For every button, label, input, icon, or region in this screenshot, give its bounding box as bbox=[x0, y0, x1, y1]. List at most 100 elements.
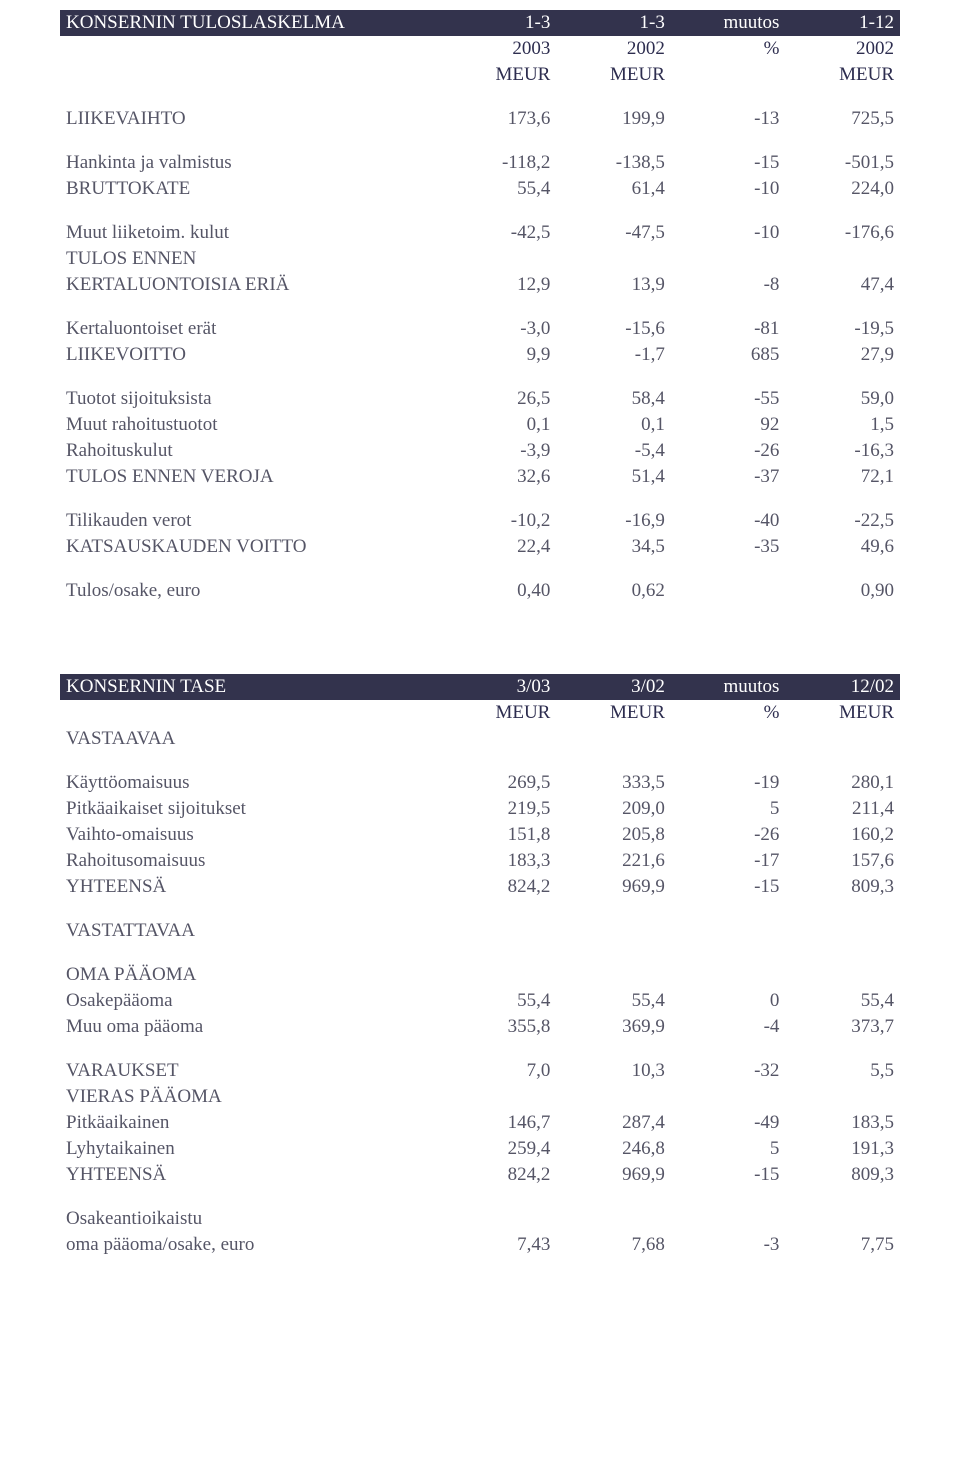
col-year: 2002 bbox=[785, 36, 900, 62]
row-label: YHTEENSÄ bbox=[60, 874, 442, 900]
table-row: TULOS ENNEN bbox=[60, 246, 900, 272]
row-value: 969,9 bbox=[556, 874, 671, 900]
row-value: -3,0 bbox=[442, 316, 557, 342]
row-value: 809,3 bbox=[785, 1162, 900, 1188]
row-value: -81 bbox=[671, 316, 786, 342]
row-value: 61,4 bbox=[556, 176, 671, 202]
row-value: -19,5 bbox=[785, 316, 900, 342]
section-heading: OMA PÄÄOMA bbox=[60, 962, 442, 988]
row-value: -15 bbox=[671, 1162, 786, 1188]
row-label: KERTALUONTOISIA ERIÄ bbox=[60, 272, 442, 298]
row-value: -16,9 bbox=[556, 508, 671, 534]
col-unit: MEUR bbox=[785, 700, 900, 726]
row-value: 22,4 bbox=[442, 534, 557, 560]
row-value: -16,3 bbox=[785, 438, 900, 464]
row-value: -3,9 bbox=[442, 438, 557, 464]
row-value: -10,2 bbox=[442, 508, 557, 534]
row-value: 809,3 bbox=[785, 874, 900, 900]
row-value: 58,4 bbox=[556, 386, 671, 412]
row-value: 219,5 bbox=[442, 796, 557, 822]
table-title: KONSERNIN TULOSLASKELMA bbox=[60, 10, 442, 36]
table-row: Hankinta ja valmistus -118,2 -138,5 -15 … bbox=[60, 150, 900, 176]
row-value: -42,5 bbox=[442, 220, 557, 246]
table-row: KATSAUSKAUDEN VOITTO 22,4 34,5 -35 49,6 bbox=[60, 534, 900, 560]
row-value: -26 bbox=[671, 822, 786, 848]
balance-sheet-table: KONSERNIN TASE 3/03 3/02 muutos 12/02 ME… bbox=[60, 674, 900, 1258]
row-label: Muut rahoitustuotot bbox=[60, 412, 442, 438]
row-value: -501,5 bbox=[785, 150, 900, 176]
row-value: 32,6 bbox=[442, 464, 557, 490]
row-value: 7,75 bbox=[785, 1232, 900, 1258]
row-label: Käyttöomaisuus bbox=[60, 770, 442, 796]
row-value: -32 bbox=[671, 1058, 786, 1084]
row-value: -35 bbox=[671, 534, 786, 560]
row-value: -10 bbox=[671, 176, 786, 202]
row-label: Osakepääoma bbox=[60, 988, 442, 1014]
row-value: -15,6 bbox=[556, 316, 671, 342]
section-heading-row: VASTATTAVAA bbox=[60, 918, 900, 944]
row-value: -26 bbox=[671, 438, 786, 464]
row-value: 191,3 bbox=[785, 1136, 900, 1162]
row-value: 373,7 bbox=[785, 1014, 900, 1040]
row-value: 59,0 bbox=[785, 386, 900, 412]
col-unit: MEUR bbox=[442, 62, 557, 88]
table-header-row: KONSERNIN TULOSLASKELMA 1-3 1-3 muutos 1… bbox=[60, 10, 900, 36]
row-value: -13 bbox=[671, 106, 786, 132]
row-value: -37 bbox=[671, 464, 786, 490]
row-value: 969,9 bbox=[556, 1162, 671, 1188]
row-label: Hankinta ja valmistus bbox=[60, 150, 442, 176]
row-value: -47,5 bbox=[556, 220, 671, 246]
row-value: 369,9 bbox=[556, 1014, 671, 1040]
row-label: Lyhytaikainen bbox=[60, 1136, 442, 1162]
row-value: 160,2 bbox=[785, 822, 900, 848]
row-value: -22,5 bbox=[785, 508, 900, 534]
row-value: -138,5 bbox=[556, 150, 671, 176]
row-value: 7,0 bbox=[442, 1058, 557, 1084]
row-label: VARAUKSET bbox=[60, 1058, 442, 1084]
row-label: LIIKEVAIHTO bbox=[60, 106, 442, 132]
row-value: 211,4 bbox=[785, 796, 900, 822]
table-row: Lyhytaikainen 259,4 246,8 5 191,3 bbox=[60, 1136, 900, 1162]
table-row: Muut liiketoim. kulut -42,5 -47,5 -10 -1… bbox=[60, 220, 900, 246]
col-header: muutos bbox=[671, 10, 786, 36]
row-label: Muu oma pääoma bbox=[60, 1014, 442, 1040]
row-value: 7,43 bbox=[442, 1232, 557, 1258]
row-value: 47,4 bbox=[785, 272, 900, 298]
col-year: 2003 bbox=[442, 36, 557, 62]
table-row: LIIKEVAIHTO 173,6 199,9 -13 725,5 bbox=[60, 106, 900, 132]
table-row: Käyttöomaisuus 269,5 333,5 -19 280,1 bbox=[60, 770, 900, 796]
row-value: 725,5 bbox=[785, 106, 900, 132]
col-unit: % bbox=[671, 700, 786, 726]
row-value: -176,6 bbox=[785, 220, 900, 246]
row-value: -8 bbox=[671, 272, 786, 298]
row-value: -118,2 bbox=[442, 150, 557, 176]
row-value: -40 bbox=[671, 508, 786, 534]
row-value: 51,4 bbox=[556, 464, 671, 490]
table-row: Vaihto-omaisuus 151,8 205,8 -26 160,2 bbox=[60, 822, 900, 848]
table-row: YHTEENSÄ 824,2 969,9 -15 809,3 bbox=[60, 1162, 900, 1188]
row-value: 13,9 bbox=[556, 272, 671, 298]
col-header: muutos bbox=[671, 674, 786, 700]
table-units-row: MEUR MEUR MEUR bbox=[60, 62, 900, 88]
col-header: 12/02 bbox=[785, 674, 900, 700]
row-value: -15 bbox=[671, 874, 786, 900]
section-heading-row: VIERAS PÄÄOMA bbox=[60, 1084, 900, 1110]
row-label: Tuotot sijoituksista bbox=[60, 386, 442, 412]
table-title: KONSERNIN TASE bbox=[60, 674, 442, 700]
row-value: 10,3 bbox=[556, 1058, 671, 1084]
row-value: 287,4 bbox=[556, 1110, 671, 1136]
row-value: 27,9 bbox=[785, 342, 900, 368]
row-label: oma pääoma/osake, euro bbox=[60, 1232, 442, 1258]
row-value: -15 bbox=[671, 150, 786, 176]
col-year: 2002 bbox=[556, 36, 671, 62]
row-value: 49,6 bbox=[785, 534, 900, 560]
row-label: Pitkäaikaiset sijoitukset bbox=[60, 796, 442, 822]
table-row: Rahoituskulut -3,9 -5,4 -26 -16,3 bbox=[60, 438, 900, 464]
row-label: LIIKEVOITTO bbox=[60, 342, 442, 368]
row-value: 55,4 bbox=[442, 176, 557, 202]
table-row: Osakepääoma 55,4 55,4 0 55,4 bbox=[60, 988, 900, 1014]
col-unit: MEUR bbox=[785, 62, 900, 88]
table-row: BRUTTOKATE 55,4 61,4 -10 224,0 bbox=[60, 176, 900, 202]
table-units-row: MEUR MEUR % MEUR bbox=[60, 700, 900, 726]
col-header: 1-3 bbox=[556, 10, 671, 36]
